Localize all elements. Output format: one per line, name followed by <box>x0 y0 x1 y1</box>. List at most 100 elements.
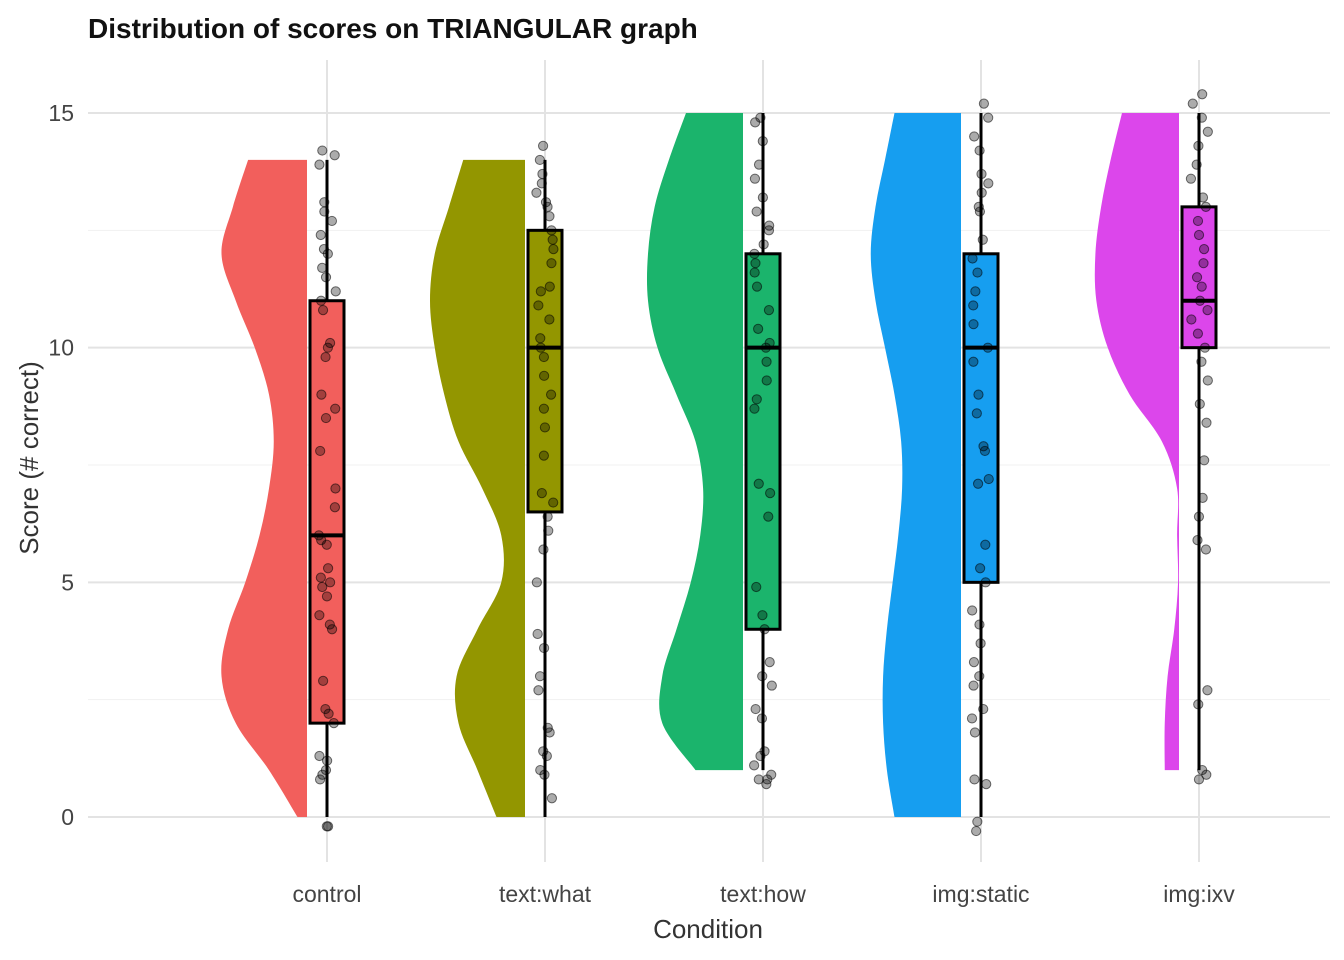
data-point <box>967 605 978 616</box>
data-point <box>1196 281 1207 292</box>
data-point <box>531 187 542 198</box>
data-point <box>764 657 775 668</box>
data-point <box>983 473 994 485</box>
data-point <box>974 619 985 630</box>
data-point <box>753 323 764 334</box>
x-tick-label: text:how <box>720 881 806 907</box>
data-point <box>751 281 763 292</box>
data-point <box>544 281 555 292</box>
data-point <box>761 375 772 386</box>
data-point <box>1193 511 1205 522</box>
data-point <box>533 685 544 696</box>
data-point <box>329 150 340 161</box>
data-point <box>545 389 557 400</box>
data-point <box>538 351 550 363</box>
data-point <box>317 262 328 273</box>
data-point <box>315 295 327 306</box>
data-point <box>535 286 546 297</box>
data-point <box>764 220 775 231</box>
data-point <box>320 764 332 776</box>
data-point <box>538 403 549 414</box>
data-point <box>981 779 992 790</box>
data-point <box>539 422 551 433</box>
data-point <box>1201 417 1212 428</box>
data-point <box>974 145 985 156</box>
data-point <box>749 173 761 184</box>
data-point <box>542 511 553 522</box>
data-point <box>324 619 335 630</box>
data-point <box>972 267 983 278</box>
data-point <box>540 197 552 208</box>
data-point <box>1193 699 1204 710</box>
data-point <box>761 356 772 367</box>
density-cloud-control <box>221 159 307 817</box>
data-point <box>975 563 986 574</box>
data-point <box>977 234 988 245</box>
data-point <box>539 370 550 381</box>
data-point <box>322 755 333 766</box>
data-point <box>328 718 339 729</box>
data-point <box>978 441 989 452</box>
data-point <box>755 112 766 123</box>
data-point <box>318 675 329 686</box>
data-point <box>974 671 985 682</box>
data-point <box>765 488 776 499</box>
data-point <box>320 272 332 283</box>
data-point <box>749 403 760 414</box>
data-point <box>763 305 775 316</box>
data-point <box>982 342 993 353</box>
data-point <box>544 314 555 325</box>
density-clouds <box>221 113 1179 817</box>
data-point <box>1196 356 1207 367</box>
x-axis-title: Condition <box>653 914 763 944</box>
data-point <box>968 300 979 311</box>
y-axis-ticks: 0 5 10 15 <box>48 100 74 830</box>
data-point <box>317 145 328 156</box>
data-point <box>757 192 768 203</box>
density-cloud-img-static <box>870 113 961 817</box>
data-point <box>534 154 545 166</box>
data-point <box>318 244 330 255</box>
data-point <box>315 229 326 241</box>
data-point <box>751 581 762 593</box>
data-point <box>548 244 559 255</box>
data-point <box>330 403 341 414</box>
data-point <box>324 337 336 349</box>
data-point <box>314 774 326 785</box>
data-point <box>1197 89 1208 100</box>
data-point <box>969 727 981 738</box>
data-point <box>537 168 548 180</box>
data-point <box>749 760 760 771</box>
data-point <box>1193 774 1205 785</box>
data-point <box>319 206 330 217</box>
data-point <box>757 136 768 147</box>
data-point <box>980 539 991 550</box>
data-point <box>543 525 554 536</box>
data-point <box>314 159 325 170</box>
box <box>744 252 782 631</box>
data-point <box>971 408 982 419</box>
data-point <box>980 577 991 588</box>
data-point <box>546 793 558 804</box>
data-point <box>535 342 546 353</box>
data-point <box>1192 534 1203 546</box>
data-point <box>759 746 770 757</box>
data-point <box>983 112 994 123</box>
y-axis-title: Score (# correct) <box>14 361 44 555</box>
data-point <box>1197 492 1208 503</box>
data-point <box>972 478 984 489</box>
data-point <box>1185 173 1197 184</box>
data-point <box>968 657 980 668</box>
data-point <box>320 412 332 424</box>
chart-title: Distribution of scores on TRIANGULAR gra… <box>88 13 698 44</box>
x-axis-ticks: control text:what text:how img:static img:ix… <box>292 881 1235 907</box>
data-point <box>764 337 775 349</box>
y-tick-label: 10 <box>48 335 74 361</box>
data-point <box>534 671 546 682</box>
data-point <box>322 563 334 574</box>
data-point <box>546 225 557 236</box>
y-tick-label: 0 <box>61 804 74 830</box>
data-point <box>315 445 326 457</box>
data-point <box>971 825 982 837</box>
data-point <box>314 610 325 621</box>
